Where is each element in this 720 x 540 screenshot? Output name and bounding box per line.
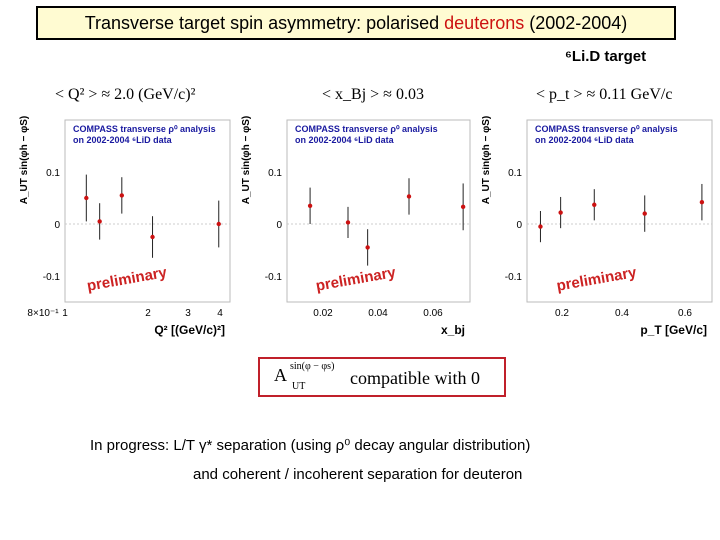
y-tick-label: 0 [516, 220, 522, 231]
data-point [345, 220, 351, 225]
x-tick-label: 0.4 [615, 308, 629, 319]
y-tick-label: -0.1 [43, 272, 61, 283]
plot-frame [64, 119, 231, 303]
x-tick-label: 8×10⁻¹ [27, 308, 59, 319]
slide-title: Transverse target spin asymmetry: polari… [36, 6, 676, 40]
data-point [699, 199, 705, 205]
x-tick-label: 0.02 [313, 308, 333, 319]
title-suffix: (2002-2004) [524, 13, 628, 33]
x-tick-label: 2 [145, 308, 151, 319]
y-tick-label: 0.1 [268, 168, 282, 179]
x-tick-label: 4 [217, 308, 223, 319]
x-tick-label: 0.04 [368, 308, 388, 319]
data-point [84, 195, 89, 201]
x-tick-label: 1 [62, 308, 68, 319]
data-point [150, 234, 155, 240]
condition-xbj: < x_Bj > ≈ 0.03 [322, 86, 424, 103]
x-axis-label: x_bj [441, 323, 465, 337]
asymmetry-symbol: A [274, 365, 287, 385]
data-point [307, 203, 313, 208]
note-in-progress: In progress: L/T γ* separation (using ρ⁰… [90, 437, 531, 454]
x-tick-label: 0.2 [555, 308, 569, 319]
y-tick-label: -0.1 [265, 272, 283, 283]
x-axis-label: p_T [GeV/c] [640, 323, 707, 337]
compatible-text: compatible with 0 [350, 368, 480, 388]
data-point [642, 211, 647, 216]
data-point [406, 194, 412, 199]
y-tick-label: -0.1 [505, 272, 523, 283]
note-coherent: and coherent / incoherent separation for… [193, 466, 523, 483]
data-point [558, 210, 563, 215]
condition-q2: < Q² > ≈ 2.0 (GeV/c)² [55, 86, 196, 103]
plot-frame [526, 119, 713, 303]
y-axis-label: A_UT sin(φh − φS) [241, 116, 252, 204]
y-tick-label: 0.1 [508, 168, 522, 179]
plot-pt: 0.1 0 -0.1 0.2 0.4 0.6 A_UT sin(φh − φS) p_T [G… [482, 116, 713, 337]
analysis-label: COMPASS transverse ρ⁰ analysis on 2002-20… [295, 124, 438, 145]
plot-frame [286, 119, 471, 303]
plot-q2: 0.1 0 -0.1 8×10⁻¹ 1 2 3 4 A_UT sin(φh − φS) Q² [(… [19, 116, 231, 337]
data-point [538, 224, 543, 229]
analysis-label: COMPASS transverse ρ⁰ analysis on 2002-20… [535, 124, 678, 145]
plot-xbj: 0.1 0 -0.1 0.02 0.04 0.06 A_UT sin(φh − φS) x_b… [241, 116, 471, 337]
data-point [365, 245, 370, 250]
y-tick-label: 0 [54, 220, 60, 231]
title-prefix: Transverse target spin asymmetry: polari… [84, 13, 445, 33]
compatible-box: A sin(φ − φs) UT compatible with 0 [258, 357, 506, 397]
target-label: ⁶Li.D target [565, 48, 647, 65]
x-tick-label: 0.06 [423, 308, 443, 319]
y-tick-label: 0.1 [46, 168, 60, 179]
condition-pt: < p_t > ≈ 0.11 GeV/c [536, 86, 673, 103]
asymmetry-subscript: UT [292, 381, 306, 392]
data-point [119, 193, 125, 198]
x-tick-label: 3 [185, 308, 191, 319]
y-axis-label: A_UT sin(φh − φS) [482, 116, 492, 204]
title-highlight: deuterons [444, 13, 525, 33]
x-tick-label: 0.6 [678, 308, 692, 319]
y-axis-label: A_UT sin(φh − φS) [19, 116, 30, 204]
data-point [216, 221, 221, 227]
x-axis-label: Q² [(GeV/c)²] [154, 323, 225, 337]
data-point [460, 204, 466, 210]
asymmetry-superscript: sin(φ − φs) [290, 361, 335, 372]
y-tick-label: 0 [276, 220, 282, 231]
analysis-label: COMPASS transverse ρ⁰ analysis on 2002-20… [73, 124, 216, 145]
data-point [592, 202, 597, 207]
data-point [97, 219, 102, 224]
